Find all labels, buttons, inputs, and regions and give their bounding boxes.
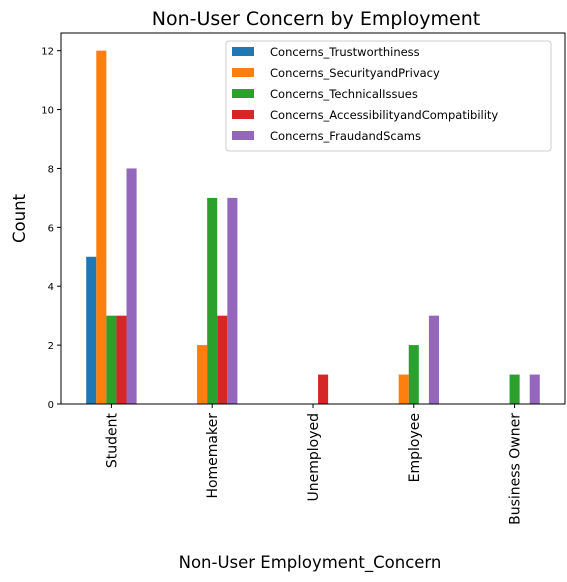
- bar-Concerns_AccessibilityandCompatibility-Student: [116, 315, 127, 404]
- y-tick-label: 2: [48, 341, 54, 352]
- legend-label: Concerns_TechnicalIssues: [270, 87, 418, 101]
- legend-swatch: [232, 47, 254, 56]
- bar-Concerns_SecurityandPrivacy-Student: [96, 50, 107, 405]
- y-axis-title: Count: [10, 193, 29, 243]
- bar-Concerns_SecurityandPrivacy-Employee: [398, 374, 409, 404]
- bar-Concerns_SecurityandPrivacy-Homemaker: [197, 345, 208, 404]
- legend-label: Concerns_AccessibilityandCompatibility: [270, 108, 498, 122]
- legend-label: Concerns_Trustworthiness: [270, 45, 420, 59]
- bar-Concerns_AccessibilityandCompatibility-Unemployed: [318, 374, 329, 404]
- bar-Concerns_FraudandScams-Business Owner: [529, 374, 540, 404]
- x-tick-label: Homemaker: [205, 413, 221, 499]
- x-tick-label: Business Owner: [508, 413, 524, 525]
- legend-swatch: [232, 131, 254, 140]
- legend-label: Concerns_FraudandScams: [270, 129, 421, 143]
- bar-Concerns_FraudandScams-Student: [126, 168, 137, 404]
- bar-Concerns_Trustworthiness-Student: [86, 256, 97, 404]
- bar-Concerns_TechnicalIssues-Homemaker: [207, 197, 218, 404]
- y-tick-label: 10: [41, 106, 54, 117]
- legend-swatch: [232, 68, 254, 77]
- y-tick-label: 4: [48, 282, 54, 293]
- x-axis: Student Homemaker Unemployed Employee Busine…: [104, 404, 524, 525]
- y-tick-label: 12: [41, 47, 54, 58]
- legend-box: [225, 40, 552, 152]
- bars-group: [86, 50, 540, 405]
- bar-Concerns_FraudandScams-Homemaker: [227, 197, 238, 404]
- x-tick-label: Unemployed: [306, 413, 322, 502]
- y-tick-label: 8: [48, 164, 54, 175]
- x-tick-label: Student: [104, 413, 120, 469]
- bar-Concerns_TechnicalIssues-Business Owner: [509, 374, 520, 404]
- y-tick-label: 6: [48, 223, 54, 234]
- legend-swatch: [232, 89, 254, 98]
- legend-label: Concerns_SecurityandPrivacy: [270, 66, 440, 80]
- x-tick-label: Employee: [407, 413, 423, 482]
- chart-title: Non-User Concern by Employment: [152, 8, 480, 30]
- y-axis: 0 2 4 6 8 10 12: [41, 47, 61, 411]
- legend: Concerns_Trustworthiness Concerns_Securit…: [225, 40, 552, 152]
- bar-Concerns_TechnicalIssues-Employee: [408, 345, 419, 404]
- y-tick-label: 0: [48, 400, 54, 411]
- bar-Concerns_TechnicalIssues-Student: [106, 315, 117, 404]
- bar-Concerns_FraudandScams-Employee: [428, 315, 439, 404]
- bar-Concerns_AccessibilityandCompatibility-Homemaker: [217, 315, 228, 404]
- x-axis-title: Non-User Employment_Concern: [179, 553, 442, 573]
- legend-swatch: [232, 110, 254, 119]
